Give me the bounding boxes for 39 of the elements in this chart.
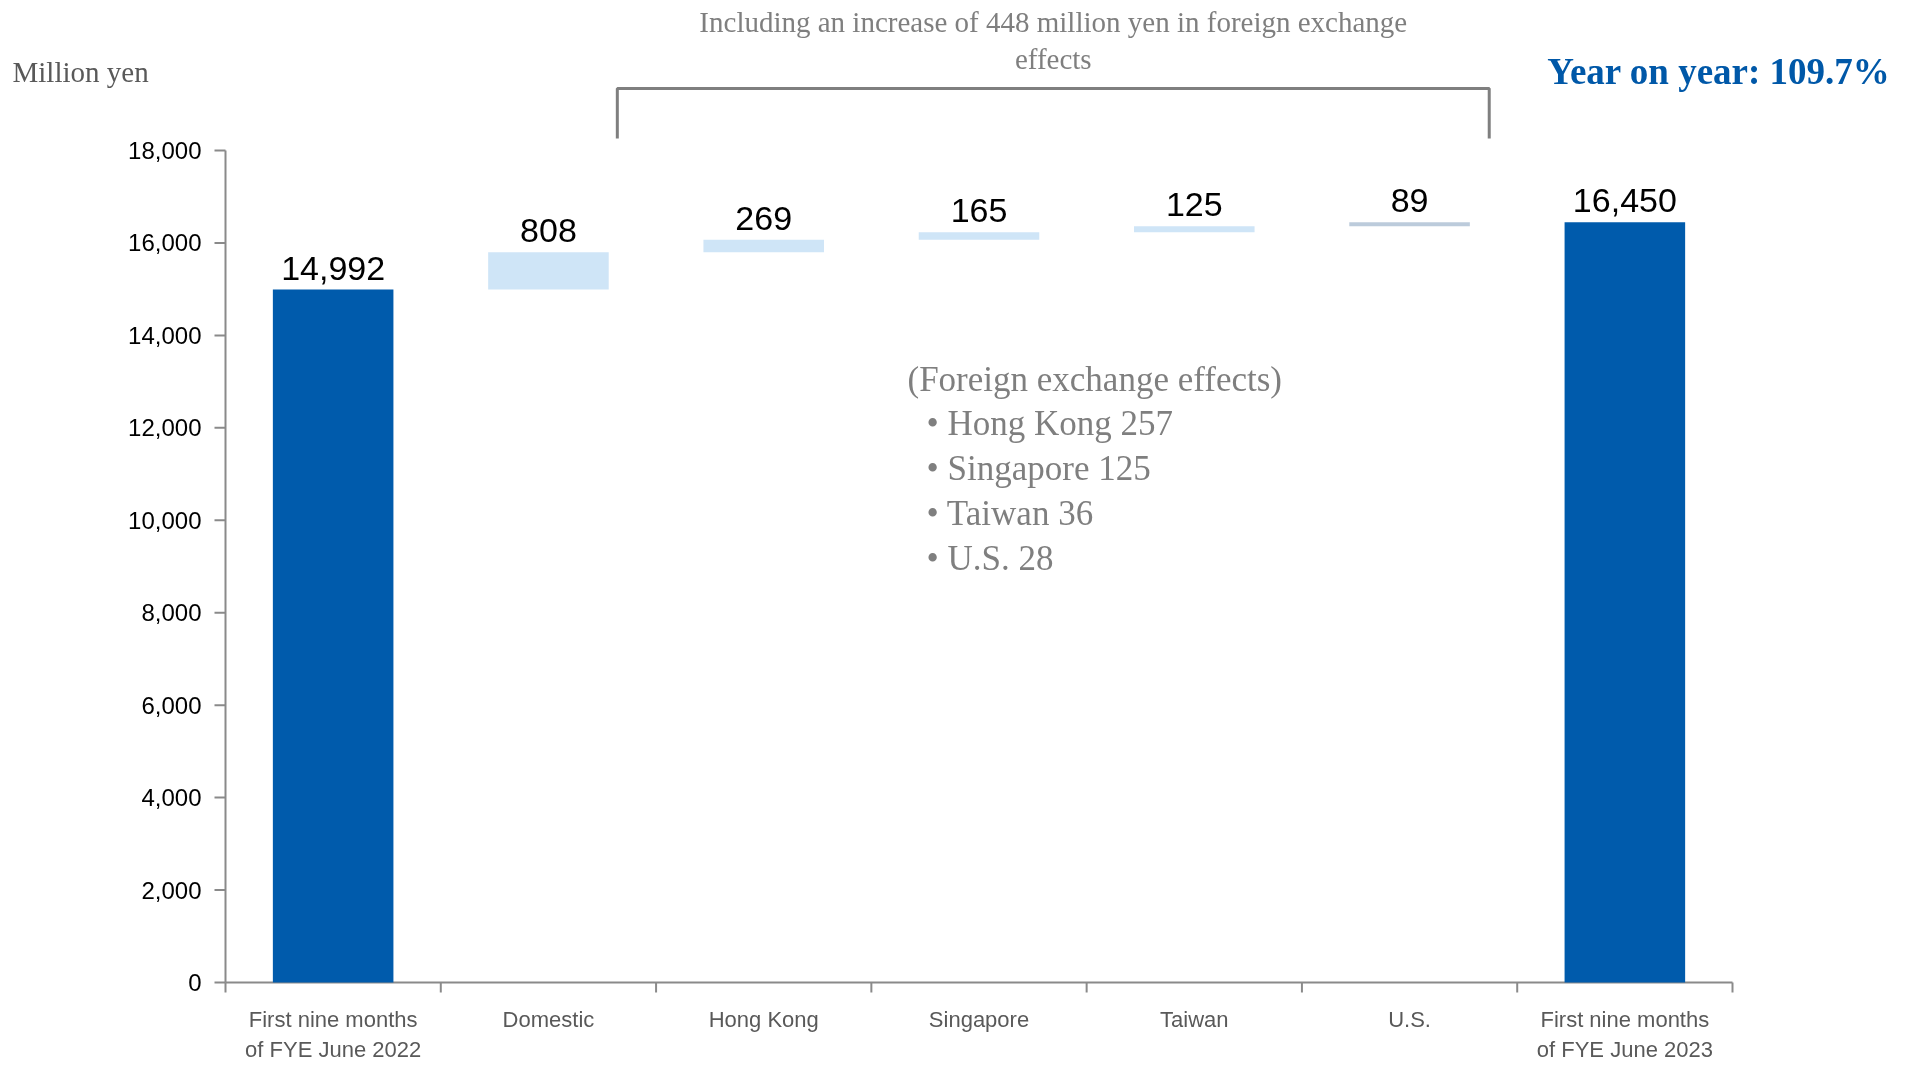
y-tick-label: 8,000 (141, 599, 202, 627)
bar (918, 232, 1040, 240)
y-tick-label: 2,000 (141, 876, 202, 904)
annotation: (Foreign exchange effects) (907, 360, 1282, 399)
y-tick-label: 4,000 (141, 784, 202, 812)
bar (1564, 222, 1686, 983)
bar (703, 239, 824, 253)
x-tick-label: Hong Kong (708, 1007, 819, 1032)
annotation: • Taiwan 36 (926, 494, 1094, 533)
x-tick-label: Taiwan (1160, 1007, 1229, 1032)
y-tick-label: 18,000 (128, 137, 202, 164)
text: Year on year: 109.7% (1547, 51, 1890, 92)
data-label: 16,450 (1572, 181, 1677, 220)
bar (1349, 222, 1470, 227)
y-tick-label: 14,000 (128, 321, 202, 349)
annotation: • Singapore 125 (926, 449, 1151, 488)
data-label: 125 (1165, 185, 1223, 224)
text: Including an increase of 448 million yen in foreign exchange effects (699, 5, 1408, 75)
x-tick-label: U.S. (1388, 1007, 1431, 1032)
y-tick-label: 6,000 (141, 691, 202, 719)
data-label: 808 (520, 211, 577, 250)
annotation: • U.S. 28 (926, 539, 1054, 578)
x-tick-label: Singapore (928, 1007, 1030, 1032)
annotation: • Hong Kong 257 (926, 404, 1174, 443)
bar (1134, 226, 1255, 233)
bar (488, 252, 609, 290)
y-axis-title: Million yen (12, 55, 150, 88)
y-tick-label: 12,000 (128, 414, 202, 442)
data-label: 165 (950, 191, 1008, 230)
x-tick-label: Domestic (502, 1007, 595, 1032)
y-tick-label: 10,000 (128, 506, 202, 534)
x-tick-label: First nine months of FYE June 2023 (1536, 1007, 1713, 1062)
data-label: 14,992 (281, 248, 386, 287)
data-label: 269 (735, 198, 793, 237)
bar (272, 289, 394, 983)
y-tick-label: 16,000 (128, 229, 202, 257)
y-tick-label: 0 (188, 969, 202, 996)
x-tick-label: First nine months of FYE June 2022 (245, 1007, 422, 1062)
data-label: 89 (1390, 181, 1429, 220)
